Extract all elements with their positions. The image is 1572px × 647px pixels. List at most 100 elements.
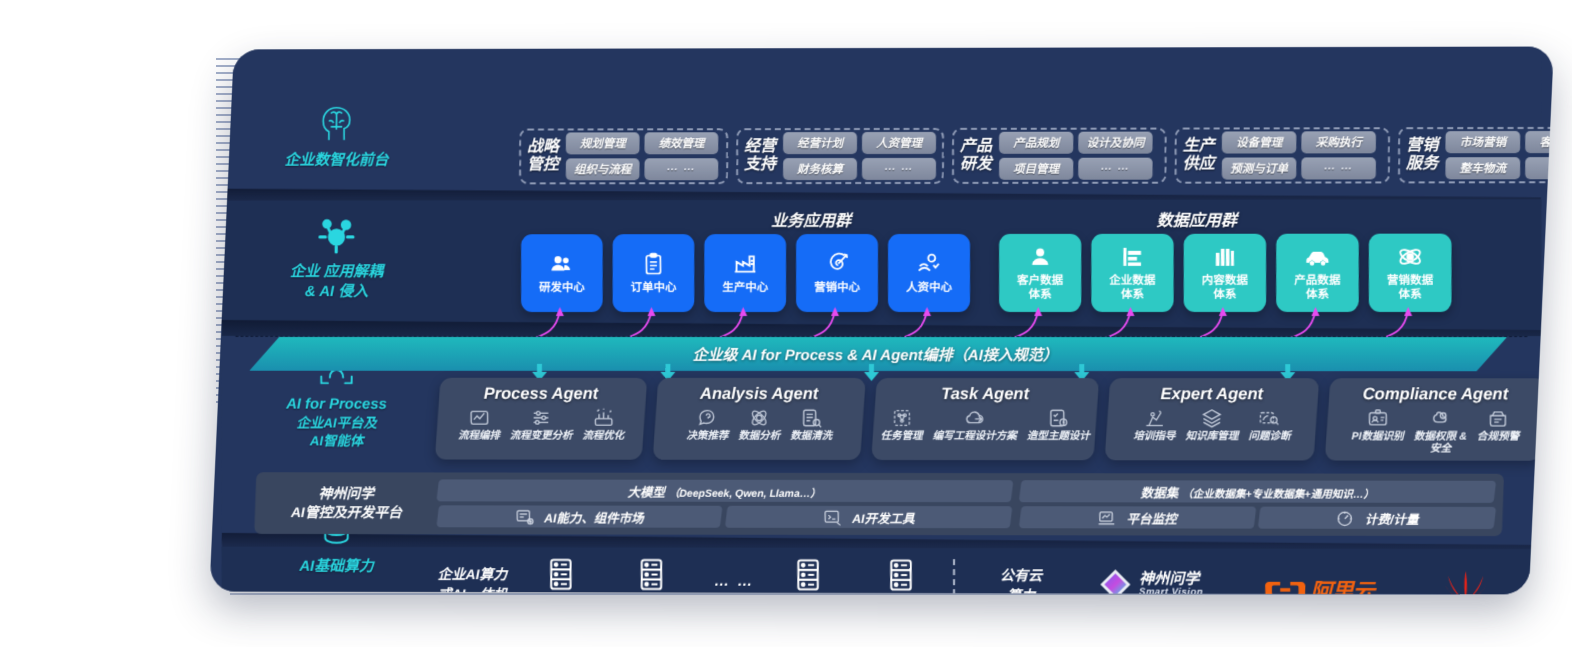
agent-item[interactable]: PI数据识别 xyxy=(1346,407,1408,454)
agent-item[interactable]: 问题诊断 xyxy=(1243,407,1295,443)
agent-item[interactable]: 培训指导 xyxy=(1128,407,1180,443)
agent-item-label: 流程编排 xyxy=(458,429,500,442)
app-card-marketing-center[interactable]: 营销中心 xyxy=(796,234,878,313)
app-card-hr-center[interactable]: 人资中心 xyxy=(887,233,971,312)
agent-item-label: 任务管理 xyxy=(880,430,923,443)
data-card-enterprise[interactable]: 企业数据 体系 xyxy=(1091,233,1174,312)
data-card-content[interactable]: 内容数据 体系 xyxy=(1183,233,1267,312)
agent-title: Compliance Agent xyxy=(1362,385,1509,404)
agent-title: Process Agent xyxy=(483,384,599,403)
card-label: 营销中心 xyxy=(814,281,861,294)
infra-label-1: 企业AI算力 xyxy=(437,566,508,583)
app-card-order-center[interactable]: 订单中心 xyxy=(612,234,695,313)
agent-item[interactable]: 流程编排 xyxy=(453,407,505,442)
group-cell-more[interactable]: … … xyxy=(1078,157,1153,180)
ai-market-bar[interactable]: AI能力、组件市场 xyxy=(436,505,724,528)
agent-item[interactable]: 任务管理 xyxy=(876,407,928,443)
ai-devtool-bar[interactable]: AI开发工具 xyxy=(725,505,1014,529)
data-card-customer[interactable]: 客户数据 体系 xyxy=(999,233,1082,312)
dataset-bar[interactable]: 数据集 （企业数据集+专业数据集+通用知识…） xyxy=(1018,480,1497,503)
agent-card-compliance[interactable]: Compliance Agent PI数据识别 数据权限 & 安全 xyxy=(1324,378,1547,461)
group-cell[interactable]: 项目管理 xyxy=(999,157,1074,180)
orchestration-label: 企业级 AI for Process & AI Agent编排（AI接入规范） xyxy=(692,346,1059,364)
infra-ai-appliance-2[interactable]: AI一体机 xyxy=(859,555,943,594)
group-name: 经营 支持 xyxy=(744,137,777,174)
rail-label-2: & AI 侵入 xyxy=(304,283,369,301)
data-card-marketing[interactable]: 营销数据 体系 xyxy=(1368,233,1452,312)
app-card-rd-center[interactable]: 研发中心 xyxy=(521,234,603,313)
infra-dots: … … xyxy=(714,572,755,590)
business-group-title: 业务应用群 xyxy=(771,213,852,231)
infra-ai-appliance-1[interactable]: AI一体机 xyxy=(766,555,850,595)
agent-item[interactable]: 流程优化 xyxy=(577,407,629,443)
users-icon xyxy=(549,251,575,277)
agent-item[interactable]: 编写工程设计方案 xyxy=(928,407,1022,443)
group-cell-more[interactable]: … … xyxy=(644,158,719,181)
huawei-logo[interactable]: HUAWEI xyxy=(1405,570,1526,595)
strategy-group-1[interactable]: 经营 支持 经营计划 人资管理 财务核算 … … xyxy=(736,127,945,185)
training-icon xyxy=(1143,407,1165,429)
aliyun-logo[interactable]: 阿里云 xyxy=(1229,574,1410,595)
group-cell[interactable]: 人资管理 xyxy=(862,131,937,155)
group-cell[interactable]: 绩效管理 xyxy=(644,132,719,155)
server-icon xyxy=(766,555,850,595)
agent-card-process[interactable]: Process Agent 流程编排 流程变更分析 流程优化 xyxy=(434,377,648,460)
infra-more-dots: … … xyxy=(692,571,776,592)
strategy-group-4[interactable]: 营销服务 市场营销 客户关系 整车物流 … … xyxy=(1398,126,1554,184)
agent-card-expert[interactable]: Expert Agent 培训指导 知识库管理 问题诊断 xyxy=(1104,378,1320,461)
infra-datacenter-2[interactable]: 数据中心 xyxy=(610,554,694,594)
agent-title: Analysis Agent xyxy=(699,384,819,403)
agent-card-analysis[interactable]: Analysis Agent 决策推荐 数据分析 数据清洗 xyxy=(652,377,866,460)
ai-market-label: AI能力、组件市场 xyxy=(544,510,644,526)
monitor-bar[interactable]: 平台监控 xyxy=(1018,506,1256,529)
infra-public-cloud: 公有云 算力 xyxy=(976,565,1066,594)
group-cell[interactable]: 财务核算 xyxy=(783,158,858,181)
agent-item[interactable]: 造型主题设计 xyxy=(1022,407,1095,443)
group-cell-more[interactable]: … … xyxy=(1301,157,1376,180)
agent-item[interactable]: 数据权限 & 安全 xyxy=(1409,407,1472,454)
infra-label-1: 公有云 xyxy=(1000,567,1043,584)
group-cell[interactable]: 设计及协同 xyxy=(1078,131,1153,154)
layer-divider-dashed xyxy=(235,335,1528,338)
group-cell[interactable]: 产品规划 xyxy=(999,131,1074,154)
agent-item[interactable]: 决策推荐 xyxy=(681,407,733,443)
agent-item[interactable]: 合规预警 xyxy=(1472,407,1525,454)
infra-datacenter-1[interactable]: 数据中心 xyxy=(519,554,603,594)
agent-item[interactable]: 数据清洗 xyxy=(785,407,837,443)
strategy-group-2[interactable]: 产品 研发 产品规划 设计及协同 项目管理 … … xyxy=(952,127,1167,184)
group-cell[interactable]: 市场营销 xyxy=(1445,131,1521,154)
card-label: 企业数据 体系 xyxy=(1109,274,1156,301)
group-cell[interactable]: 整车物流 xyxy=(1445,157,1521,180)
data-card-product[interactable]: 产品数据 体系 xyxy=(1276,233,1359,312)
card-label: 研发中心 xyxy=(539,282,585,295)
billing-bar[interactable]: 计费/计量 xyxy=(1258,506,1497,530)
group-name: 营销 服务 xyxy=(1406,136,1439,173)
group-cell[interactable]: 规划管理 xyxy=(565,132,640,155)
group-cell[interactable]: 采购执行 xyxy=(1301,131,1376,154)
clipboard-icon xyxy=(642,251,666,277)
agent-item[interactable]: 数据分析 xyxy=(733,407,785,443)
task-net-icon xyxy=(890,407,912,429)
strategy-group-3[interactable]: 生产 供应 设备管理 采购执行 预测与订单 … … xyxy=(1174,127,1390,184)
infra-divider xyxy=(953,559,956,595)
strategy-group-0[interactable]: 战略 管控 规划管理 绩效管理 组织与流程 … … xyxy=(519,128,729,185)
agent-card-task[interactable]: Task Agent 任务管理 编写工程设计方案 造型主题设计 xyxy=(871,377,1100,461)
atom-icon xyxy=(1397,244,1423,270)
server-icon xyxy=(610,554,694,594)
shenzhou-wenxue-logo[interactable]: 神州问学 Smart Vision xyxy=(1070,567,1231,595)
group-cell[interactable]: 客户关系 xyxy=(1525,130,1554,154)
alert-doc-icon xyxy=(1487,407,1509,429)
agent-item[interactable]: 流程变更分析 xyxy=(505,407,578,443)
card-label: 营销数据 体系 xyxy=(1386,274,1434,301)
group-cell[interactable]: 预测与订单 xyxy=(1221,157,1297,180)
group-cell[interactable]: 设备管理 xyxy=(1221,131,1297,154)
app-card-production-center[interactable]: 生产中心 xyxy=(704,234,787,313)
agent-item[interactable]: 知识库管理 xyxy=(1180,407,1243,443)
group-cell-more[interactable]: … … xyxy=(862,157,937,181)
group-cell[interactable]: 经营计划 xyxy=(783,132,858,155)
group-cell-more[interactable]: … … xyxy=(1525,157,1554,180)
infrastructure-row: 企业AI算力 或AI一体机 数据中心 数据中心 … … AI一体机 xyxy=(222,552,1542,595)
llm-bar[interactable]: 大模型 （DeepSeek, Qwen, Llama…） xyxy=(436,479,1014,503)
agent-item-label: 流程优化 xyxy=(582,429,625,442)
group-cell[interactable]: 组织与流程 xyxy=(565,158,640,181)
